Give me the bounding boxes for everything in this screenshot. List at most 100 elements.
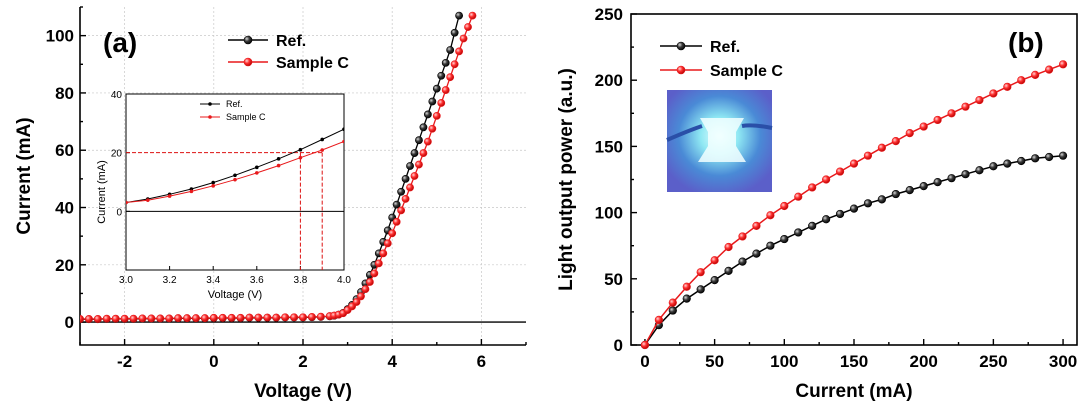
data-point <box>406 183 414 192</box>
data-point <box>682 294 691 303</box>
x-tick-label: 0 <box>209 352 218 371</box>
data-point <box>397 206 406 215</box>
data-point <box>455 11 463 20</box>
data-point <box>428 124 437 133</box>
data-point <box>668 298 677 307</box>
data-point <box>780 234 789 244</box>
inset-legend-marker <box>208 115 212 119</box>
inset-legend-label: Ref. <box>226 99 243 109</box>
y-tick-label: 80 <box>55 84 74 103</box>
x-axis-label: Current (mA) <box>795 381 912 402</box>
inset-data-point <box>233 177 237 182</box>
legend-label: Sample C <box>276 55 349 72</box>
photo-probe-left <box>666 124 703 142</box>
data-point <box>1003 82 1012 91</box>
data-point <box>165 314 174 323</box>
data-point <box>808 221 817 230</box>
inset-data-point <box>211 184 215 188</box>
data-point <box>766 211 775 220</box>
y-tick-label: 0 <box>614 336 623 355</box>
data-point <box>459 34 468 43</box>
y-tick-label: 40 <box>55 199 74 218</box>
x-tick-label: 250 <box>979 352 1007 371</box>
legend-marker <box>676 65 686 75</box>
data-point <box>808 183 817 192</box>
data-point <box>766 241 775 250</box>
x-tick-label: 50 <box>705 352 724 371</box>
data-point <box>1031 154 1040 163</box>
inset-data-point <box>146 198 150 202</box>
data-point <box>428 97 437 106</box>
series-group <box>80 11 477 324</box>
inset-x-tick-label: 3.0 <box>119 275 133 286</box>
data-point <box>200 314 209 322</box>
data-point <box>919 122 928 131</box>
data-point <box>410 172 419 180</box>
data-point <box>933 178 942 187</box>
data-point <box>365 278 374 286</box>
data-point <box>174 314 183 322</box>
inset-x-tick-label: 4.0 <box>337 275 351 286</box>
data-point <box>738 232 747 241</box>
inset-series-group <box>126 127 344 205</box>
data-point <box>822 175 831 184</box>
data-point <box>640 340 650 350</box>
data-point <box>93 315 102 323</box>
y-axis-label: Current (mA) <box>14 117 35 234</box>
data-point <box>1003 159 1012 168</box>
data-point <box>419 149 428 157</box>
data-point <box>468 11 477 20</box>
data-point <box>849 159 859 168</box>
data-point <box>423 137 432 146</box>
data-point <box>401 174 410 183</box>
inset-data-point <box>276 163 281 168</box>
data-point <box>406 162 414 170</box>
data-point <box>668 306 677 315</box>
inset-legend-marker <box>208 102 212 106</box>
legend-label: Sample C <box>710 63 783 80</box>
x-tick-label: 0 <box>640 352 649 371</box>
data-point <box>919 182 928 191</box>
inset-data-point <box>126 200 128 205</box>
photo-chip <box>698 118 746 162</box>
data-point <box>1017 156 1026 166</box>
data-point <box>308 313 316 321</box>
data-point <box>905 129 914 138</box>
data-point <box>410 149 419 157</box>
data-point <box>1017 76 1026 85</box>
data-point <box>415 136 423 145</box>
inset-data-point <box>342 127 344 131</box>
inset-x-tick-label: 3.2 <box>163 275 177 286</box>
data-point <box>1031 70 1040 80</box>
data-point <box>227 313 236 322</box>
data-point <box>218 313 227 322</box>
data-point <box>370 269 379 278</box>
data-point <box>450 28 459 37</box>
y-axis-label: Light output power (a.u.) <box>556 68 577 291</box>
data-point <box>1045 152 1054 162</box>
y-tick-label: 60 <box>55 141 74 160</box>
inset-data-point <box>211 180 215 185</box>
x-tick-label: 4 <box>387 352 397 371</box>
inset-legend-label: Sample C <box>226 112 266 122</box>
data-point <box>696 268 705 277</box>
data-point <box>111 314 120 323</box>
data-point <box>437 71 446 80</box>
data-point <box>415 160 423 169</box>
data-point <box>455 47 463 56</box>
data-point <box>441 86 450 94</box>
inset-x-tick-label: 3.4 <box>206 275 220 286</box>
data-point <box>863 199 873 208</box>
data-point <box>263 313 272 322</box>
data-point <box>849 204 859 213</box>
data-point <box>392 217 401 226</box>
data-point <box>696 285 705 294</box>
inset-frame <box>125 93 345 271</box>
y-tick-label: 150 <box>595 137 623 156</box>
data-point <box>961 170 970 179</box>
inset-x-tick-label: 3.6 <box>250 275 264 286</box>
inset-data-point <box>254 171 259 175</box>
x-tick-label: 200 <box>910 352 938 371</box>
data-point <box>780 201 789 211</box>
data-point <box>401 195 410 203</box>
